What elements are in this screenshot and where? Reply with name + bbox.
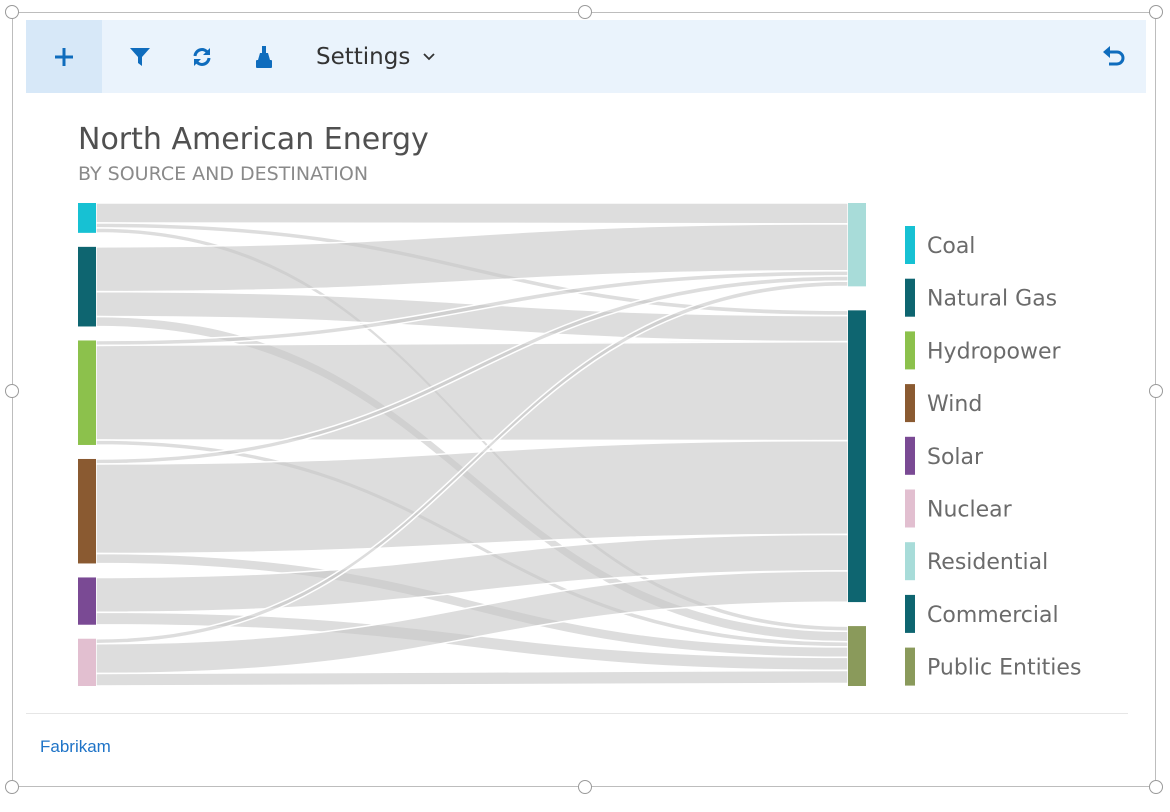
legend-swatch-public-entities (905, 647, 915, 686)
chart-toolbar: Settings (26, 20, 1146, 93)
destination-node-residential[interactable] (848, 203, 866, 287)
filter-icon (130, 47, 150, 66)
plus-icon (55, 47, 73, 66)
undo-button[interactable] (1090, 20, 1138, 93)
resize-handle-top-center[interactable] (578, 5, 592, 19)
legend-swatch-solar (905, 436, 915, 475)
sankey-link-hydropower-to-commercial[interactable] (95, 340, 849, 442)
format-button[interactable] (244, 20, 284, 93)
source-node-wind[interactable] (78, 458, 96, 564)
settings-dropdown[interactable]: Settings (316, 20, 456, 93)
filter-button[interactable] (120, 20, 160, 93)
paint-brush-icon (256, 45, 272, 68)
chart-subtitle: BY SOURCE AND DESTINATION (78, 163, 369, 185)
legend-label-commercial: Commercial (927, 603, 1059, 628)
settings-label: Settings (316, 43, 411, 70)
legend-label-wind: Wind (927, 392, 982, 417)
resize-handle-bottom-center[interactable] (578, 780, 592, 794)
legend-swatch-natural-gas (905, 278, 915, 317)
footer-divider (26, 713, 1128, 714)
source-node-hydropower[interactable] (78, 340, 96, 445)
legend-label-residential: Residential (927, 550, 1048, 575)
destination-node-public-entities[interactable] (848, 626, 866, 686)
legend-swatch-nuclear (905, 489, 915, 528)
source-node-coal[interactable] (78, 203, 96, 233)
refresh-icon (193, 47, 211, 66)
sankey-link-natural-gas-to-residential[interactable] (95, 223, 849, 293)
resize-handle-middle-left[interactable] (5, 384, 19, 398)
source-node-natural-gas[interactable] (78, 246, 96, 327)
undo-icon (1103, 45, 1125, 65)
legend-label-nuclear: Nuclear (927, 498, 1013, 523)
source-node-nuclear[interactable] (78, 638, 96, 686)
resize-handle-top-left[interactable] (5, 5, 19, 19)
legend-swatch-residential (905, 542, 915, 581)
legend-label-public-entities: Public Entities (927, 656, 1081, 681)
sankey-link-nuclear-to-commercial[interactable] (95, 570, 849, 675)
legend-label-hydropower: Hydropower (927, 339, 1062, 364)
legend-swatch-wind (905, 384, 915, 423)
legend-swatch-commercial (905, 594, 915, 633)
sankey-link-coal-to-residential[interactable] (95, 202, 849, 225)
destination-node-commercial[interactable] (848, 310, 866, 603)
refresh-button[interactable] (182, 20, 222, 93)
source-node-solar[interactable] (78, 577, 96, 625)
source-link[interactable]: Fabrikam (40, 737, 111, 756)
legend-swatch-hydropower (905, 331, 915, 370)
legend-swatch-coal (905, 226, 915, 264)
add-button[interactable] (26, 20, 102, 93)
sankey-nodes (78, 203, 866, 686)
legend-label-solar: Solar (927, 445, 984, 470)
sankey-link-nuclear-to-public-entities[interactable] (95, 669, 849, 687)
legend-label-coal: Coal (927, 234, 975, 259)
resize-handle-bottom-right[interactable] (1149, 780, 1163, 794)
resize-handle-middle-right[interactable] (1149, 384, 1163, 398)
legend: Coal Natural Gas Hydropower Wind Solar Nuclea… (905, 226, 1081, 686)
chevron-down-icon (423, 52, 435, 60)
chart-title: North American Energy (78, 122, 429, 157)
legend-label-natural-gas: Natural Gas (927, 287, 1057, 312)
sankey-links (95, 202, 849, 687)
resize-handle-bottom-left[interactable] (5, 780, 19, 794)
resize-handle-top-right[interactable] (1149, 5, 1163, 19)
